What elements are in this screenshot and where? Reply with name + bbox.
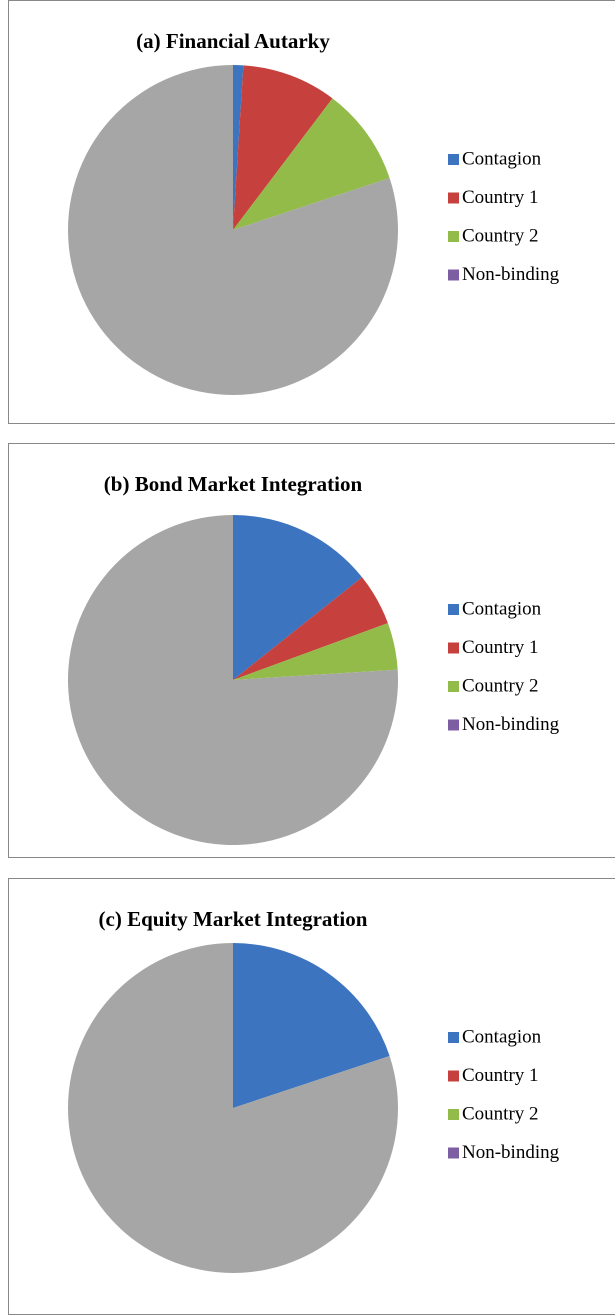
pie-slice bbox=[67, 515, 398, 845]
pie-slice bbox=[233, 515, 363, 680]
legend-label: Contagion bbox=[462, 598, 542, 619]
pie-slice bbox=[67, 65, 398, 395]
legend-label: Country 2 bbox=[462, 225, 539, 246]
legend-label: Country 1 bbox=[462, 1065, 539, 1086]
chart-title: (c) Equity Market Integration bbox=[99, 907, 368, 931]
pie-slice bbox=[233, 623, 398, 680]
legend-label: Country 2 bbox=[462, 675, 539, 696]
legend-label: Country 1 bbox=[462, 187, 539, 208]
legend-label: Contagion bbox=[462, 1026, 542, 1047]
legend-swatch bbox=[448, 192, 459, 204]
pie-slice bbox=[233, 65, 333, 230]
legend-label: Non-binding bbox=[462, 264, 560, 285]
legend-swatch bbox=[448, 154, 459, 165]
pie-slice bbox=[67, 943, 398, 1274]
legend-label: Country 2 bbox=[462, 1103, 539, 1124]
legend-swatch bbox=[448, 1147, 459, 1159]
legend-swatch bbox=[448, 269, 459, 281]
legend-label: Non-binding bbox=[462, 1142, 560, 1163]
chart-title: (a) Financial Autarky bbox=[136, 29, 330, 53]
legend-swatch bbox=[448, 1070, 459, 1082]
legend-swatch bbox=[448, 1109, 459, 1120]
pie-slice bbox=[233, 577, 388, 680]
legend-swatch bbox=[448, 642, 459, 654]
pie-slice bbox=[233, 943, 390, 1108]
legend-label: Non-binding bbox=[462, 714, 560, 735]
legend-swatch bbox=[448, 604, 459, 615]
chart-title: (b) Bond Market Integration bbox=[104, 472, 363, 496]
legend-swatch bbox=[448, 719, 459, 731]
legend-label: Country 1 bbox=[462, 637, 539, 658]
legend-swatch bbox=[448, 231, 459, 242]
pie-slice bbox=[233, 65, 244, 230]
legend-swatch bbox=[448, 681, 459, 692]
pie-slice bbox=[233, 98, 390, 230]
legend-swatch bbox=[448, 1032, 459, 1043]
legend-label: Contagion bbox=[462, 148, 542, 169]
